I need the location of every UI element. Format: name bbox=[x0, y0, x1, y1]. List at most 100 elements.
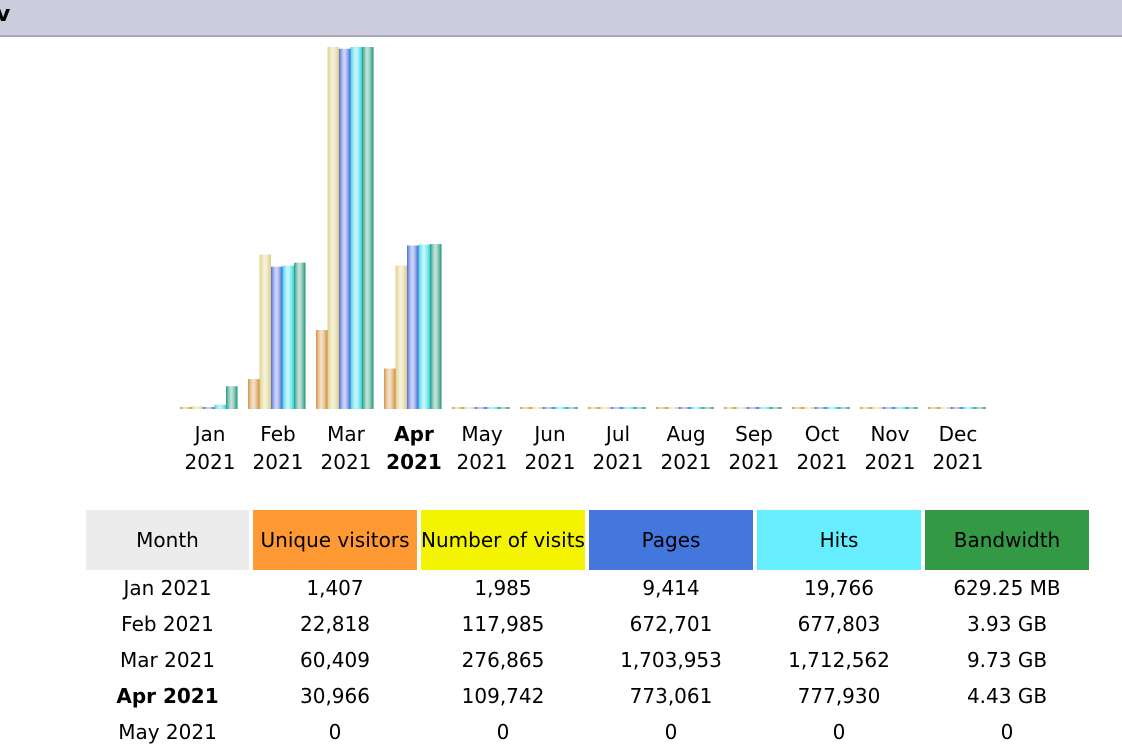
col-header-hits: Hits bbox=[757, 510, 921, 570]
cell-unique: 1,407 bbox=[306, 576, 364, 600]
bar-pages-jul bbox=[611, 407, 623, 409]
bar-unique-jan bbox=[180, 407, 192, 409]
cell-bandwidth: 0 bbox=[1000, 720, 1014, 744]
bar-hits-apr bbox=[418, 244, 430, 409]
cell-month: May 2021 bbox=[118, 720, 217, 744]
cell-unique: 30,966 bbox=[300, 684, 370, 708]
cell-visits: 117,985 bbox=[461, 612, 545, 636]
bar-hits-mar bbox=[350, 47, 362, 409]
cell-visits: 0 bbox=[496, 720, 510, 744]
month-label-year: 2021 bbox=[660, 450, 712, 474]
bar-unique-nov bbox=[860, 407, 872, 409]
bar-visits-sep bbox=[735, 407, 747, 409]
bar-hits-jan bbox=[214, 404, 226, 409]
col-header-bandwidth: Bandwidth bbox=[925, 510, 1089, 570]
cell-visits: 276,865 bbox=[461, 648, 545, 672]
bar-pages-dec bbox=[951, 407, 963, 409]
month-label-month: Jun bbox=[534, 422, 566, 446]
bar-bandwidth-may bbox=[498, 407, 510, 409]
table-row: Mar 2021 60,409 276,865 1,703,953 1,712,562 9… bbox=[86, 642, 1089, 678]
month-label-month: Jan bbox=[194, 422, 226, 446]
cell-pages: 9,414 bbox=[642, 576, 700, 600]
cell-month: Mar 2021 bbox=[120, 648, 215, 672]
bar-pages-mar bbox=[339, 48, 351, 409]
bar-visits-jan bbox=[191, 406, 203, 409]
bar-unique-aug bbox=[656, 407, 668, 409]
col-header-unique-visitors: Unique visitors bbox=[253, 510, 417, 570]
month-label-month: Apr bbox=[394, 422, 434, 446]
bar-visits-oct bbox=[803, 407, 815, 409]
bar-hits-aug bbox=[690, 407, 702, 409]
col-header-month: Month bbox=[86, 510, 249, 570]
bar-unique-sep bbox=[724, 407, 736, 409]
bar-pages-sep bbox=[747, 407, 759, 409]
cell-bandwidth: 4.43 GB bbox=[966, 684, 1048, 708]
bar-pages-nov bbox=[883, 407, 895, 409]
col-header-number-of-visits: Number of visits bbox=[421, 510, 585, 570]
table-row: May 2021 0 0 0 0 0 bbox=[86, 714, 1089, 750]
month-label-year: 2021 bbox=[184, 450, 236, 474]
month-label-sep: Sep 2021 bbox=[720, 420, 788, 476]
cell-pages: 1,703,953 bbox=[620, 648, 722, 672]
bar-bandwidth-mar bbox=[362, 47, 374, 409]
month-label-month: May bbox=[461, 422, 503, 446]
month-label-year: 2021 bbox=[932, 450, 984, 474]
month-label-mar: Mar 2021 bbox=[312, 420, 380, 476]
table-row: Jan 2021 1,407 1,985 9,414 19,766 629.25 MB bbox=[86, 570, 1089, 606]
bar-visits-apr bbox=[395, 265, 407, 409]
bar-visits-jun bbox=[531, 407, 543, 409]
bar-bandwidth-nov bbox=[906, 407, 918, 409]
bar-unique-may bbox=[452, 407, 464, 409]
bar-hits-jul bbox=[622, 407, 634, 409]
bar-hits-may bbox=[486, 407, 498, 409]
cell-hits: 1,712,562 bbox=[788, 648, 890, 672]
bar-bandwidth-jun bbox=[566, 407, 578, 409]
cell-visits: 109,742 bbox=[461, 684, 545, 708]
section-header-bar: v bbox=[0, 0, 1122, 37]
month-label-nov: Nov 2021 bbox=[856, 420, 924, 476]
cell-hits: 0 bbox=[832, 720, 846, 744]
bar-pages-oct bbox=[815, 407, 827, 409]
bar-visits-dec bbox=[939, 407, 951, 409]
month-label-year: 2021 bbox=[320, 450, 372, 474]
cell-month: Jan 2021 bbox=[123, 576, 212, 600]
cell-month: Feb 2021 bbox=[121, 612, 214, 636]
bar-pages-aug bbox=[679, 407, 691, 409]
bar-unique-jun bbox=[520, 407, 532, 409]
month-label-month: Sep bbox=[735, 422, 773, 446]
bar-unique-dec bbox=[928, 407, 940, 409]
monthly-stats-table: Month Unique visitors Number of visits P… bbox=[82, 510, 1093, 750]
bar-bandwidth-jan bbox=[226, 386, 238, 409]
month-label-month: Jul bbox=[605, 422, 631, 446]
bar-hits-feb bbox=[282, 265, 294, 409]
month-label-year: 2021 bbox=[796, 450, 848, 474]
month-label-oct: Oct 2021 bbox=[788, 420, 856, 476]
bar-hits-oct bbox=[826, 407, 838, 409]
month-label-aug: Aug 2021 bbox=[652, 420, 720, 476]
cell-unique: 60,409 bbox=[300, 648, 370, 672]
bar-hits-nov bbox=[894, 407, 906, 409]
bar-bandwidth-sep bbox=[770, 407, 782, 409]
month-label-year: 2021 bbox=[524, 450, 576, 474]
bar-hits-jun bbox=[554, 407, 566, 409]
monthly-history-chart bbox=[180, 47, 986, 409]
month-label-month: Oct bbox=[804, 422, 840, 446]
bar-unique-mar bbox=[316, 330, 328, 409]
bar-pages-apr bbox=[407, 245, 419, 409]
bar-unique-oct bbox=[792, 407, 804, 409]
bar-visits-feb bbox=[259, 254, 271, 409]
bar-visits-aug bbox=[667, 407, 679, 409]
cell-bandwidth: 629.25 MB bbox=[953, 576, 1061, 600]
bar-pages-jun bbox=[543, 407, 555, 409]
col-header-pages: Pages bbox=[589, 510, 753, 570]
cell-unique: 22,818 bbox=[300, 612, 370, 636]
month-label-may: May 2021 bbox=[448, 420, 516, 476]
bar-bandwidth-feb bbox=[294, 262, 306, 409]
bar-unique-apr bbox=[384, 368, 396, 409]
cell-pages: 0 bbox=[664, 720, 678, 744]
cell-hits: 19,766 bbox=[804, 576, 874, 600]
bar-bandwidth-dec bbox=[974, 407, 986, 409]
bar-unique-jul bbox=[588, 407, 600, 409]
bar-visits-may bbox=[463, 407, 475, 409]
table-header-row: Month Unique visitors Number of visits P… bbox=[86, 510, 1089, 570]
